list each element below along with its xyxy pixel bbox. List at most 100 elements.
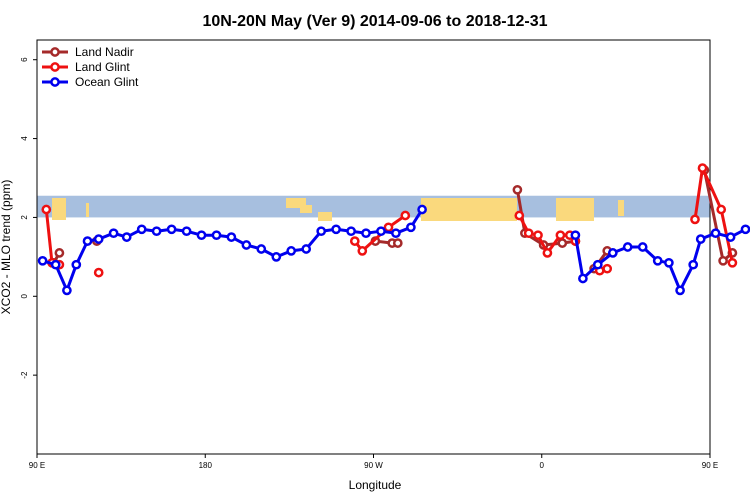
y-axis-label: XCO2 - MLO trend (ppm) [0, 180, 13, 315]
data-point [361, 228, 371, 239]
data-point [62, 285, 72, 296]
legend-swatch-marker [50, 47, 60, 57]
data-point [740, 224, 750, 235]
band-land-patch [52, 198, 66, 220]
data-point [383, 222, 394, 233]
data-point [181, 226, 192, 237]
data-point [417, 204, 427, 215]
data-point [652, 255, 663, 266]
data-point [166, 224, 177, 235]
data-point [664, 257, 674, 268]
data-point [697, 163, 708, 173]
x-axis-label: Longitude [349, 478, 402, 492]
y-tick-label: 2 [20, 215, 29, 220]
data-point [727, 257, 738, 268]
legend-swatch-marker [50, 77, 60, 87]
data-point [690, 214, 700, 225]
data-point [607, 248, 618, 258]
band-land-patch [556, 198, 594, 221]
y-tick-label: 0 [20, 294, 29, 299]
band-land-patch [86, 203, 89, 217]
data-point [400, 210, 411, 221]
series-ocean-glint [37, 204, 750, 296]
data-point [578, 273, 588, 284]
y-tick-label: -2 [20, 371, 29, 379]
band-land-patch [300, 205, 312, 213]
series-line [353, 214, 407, 253]
data-point [391, 228, 401, 239]
data-point [151, 226, 162, 237]
data-point [136, 224, 147, 235]
data-point [514, 210, 525, 221]
data-point [256, 244, 267, 254]
data-point [196, 230, 207, 241]
data-point [41, 204, 52, 215]
data-point [357, 246, 368, 256]
data-point [725, 232, 736, 242]
band-land-patches [52, 198, 624, 221]
legend-entry: Ocean Glint [75, 75, 139, 89]
data-point [688, 259, 699, 270]
data-point [716, 204, 727, 215]
band-ocean [37, 195, 710, 218]
data-point [542, 248, 553, 258]
data-point [346, 226, 356, 237]
band-land-patch [286, 198, 306, 208]
data-point [570, 230, 581, 241]
y-axis: -2 0 2 4 6 [20, 57, 37, 379]
data-point [93, 234, 104, 244]
x-tick-label: 90 E [702, 461, 718, 470]
band-land-patch [421, 198, 517, 221]
data-point [406, 222, 416, 233]
data-point [637, 242, 648, 252]
data-point [392, 238, 403, 248]
x-tick-label: 0 [540, 461, 545, 470]
data-point [211, 230, 222, 241]
data-point [718, 255, 728, 266]
data-point [271, 252, 282, 262]
series-line [573, 227, 750, 292]
data-point [555, 230, 566, 241]
x-axis: 90 E 180 90 W 0 90 E [29, 454, 718, 470]
legend-entry: Land Nadir [75, 45, 134, 59]
chart-title: 10N-20N May (Ver 9) 2014-09-06 to 2018-1… [202, 13, 547, 30]
data-point [622, 242, 633, 252]
data-point [695, 234, 706, 244]
data-point [533, 230, 543, 241]
legend-entry: Land Glint [75, 60, 130, 74]
band-land-patch [318, 212, 332, 221]
legend-swatch-marker [50, 62, 60, 72]
data-point [331, 224, 341, 235]
data-point [108, 228, 119, 239]
data-point [710, 228, 721, 239]
data-point [376, 226, 386, 237]
data-point [226, 232, 237, 242]
data-point [523, 228, 534, 239]
data-point [54, 248, 65, 258]
data-point [93, 267, 104, 278]
data-point [50, 259, 61, 270]
data-point [121, 232, 132, 242]
data-point [557, 238, 568, 248]
data-point [71, 259, 82, 270]
data-point [592, 259, 603, 270]
data-point [286, 246, 297, 256]
data-point [349, 236, 360, 246]
x-tick-label: 180 [199, 461, 213, 470]
land-ocean-band [37, 195, 710, 221]
data-point [675, 285, 685, 296]
data-point [316, 226, 327, 237]
series-layer [37, 163, 750, 296]
y-tick-label: 4 [20, 136, 29, 141]
data-point [602, 263, 613, 274]
data-point [37, 255, 48, 266]
data-point [512, 184, 523, 195]
x-tick-label: 90 W [364, 461, 383, 470]
y-tick-label: 6 [20, 57, 29, 62]
series-line [42, 208, 424, 292]
data-point [82, 236, 93, 246]
x-tick-label: 90 E [29, 461, 45, 470]
band-land-patch [618, 200, 624, 216]
